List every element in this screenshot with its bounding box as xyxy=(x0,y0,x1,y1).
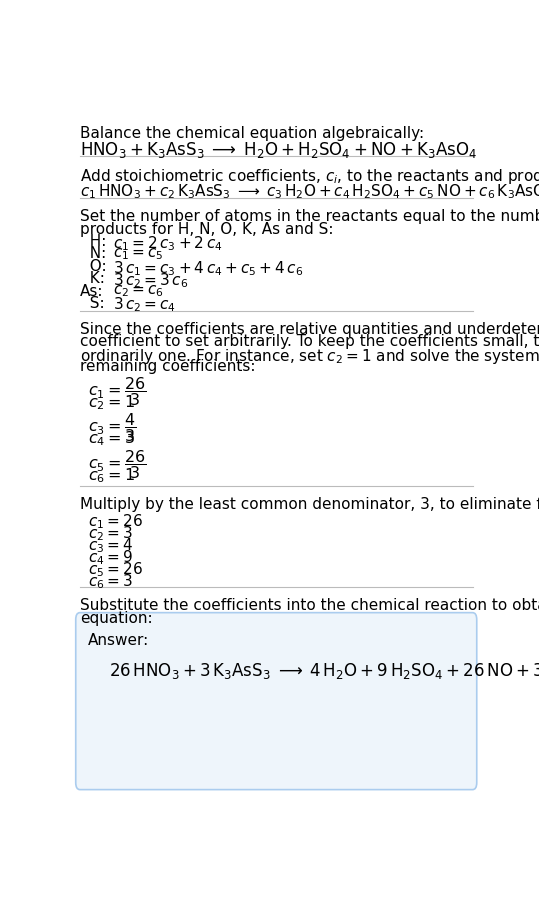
Text: $3\,c_2 = 3\,c_6$: $3\,c_2 = 3\,c_6$ xyxy=(113,271,189,290)
Text: Substitute the coefficients into the chemical reaction to obtain the balanced: Substitute the coefficients into the che… xyxy=(80,598,539,612)
Text: $c_6 = 3$: $c_6 = 3$ xyxy=(88,571,133,590)
Text: Since the coefficients are relative quantities and underdetermined, choose a: Since the coefficients are relative quan… xyxy=(80,322,539,336)
Text: S:: S: xyxy=(80,295,105,310)
Text: $c_2 = 1$: $c_2 = 1$ xyxy=(88,393,135,412)
Text: N:: N: xyxy=(80,246,106,261)
Text: As:: As: xyxy=(80,283,103,298)
Text: Answer:: Answer: xyxy=(88,632,149,647)
Text: $3\,c_1 = c_3 + 4\,c_4 + c_5 + 4\,c_6$: $3\,c_1 = c_3 + 4\,c_4 + c_5 + 4\,c_6$ xyxy=(113,259,304,278)
Text: $c_4 = 3$: $c_4 = 3$ xyxy=(88,429,135,448)
Text: Add stoichiometric coefficients, $c_i$, to the reactants and products:: Add stoichiometric coefficients, $c_i$, … xyxy=(80,167,539,186)
Text: coefficient to set arbitrarily. To keep the coefficients small, the arbitrary va: coefficient to set arbitrarily. To keep … xyxy=(80,333,539,349)
Text: $c_5 = 26$: $c_5 = 26$ xyxy=(88,559,143,578)
Text: $c_1 = \dfrac{26}{3}$: $c_1 = \dfrac{26}{3}$ xyxy=(88,374,147,407)
Text: $c_1 = 26$: $c_1 = 26$ xyxy=(88,512,143,530)
Text: $c_2 = 3$: $c_2 = 3$ xyxy=(88,524,133,543)
Text: H:: H: xyxy=(80,234,106,250)
Text: $c_4 = 9$: $c_4 = 9$ xyxy=(88,548,133,567)
Text: $c_6 = 1$: $c_6 = 1$ xyxy=(88,466,135,485)
Text: $c_2 = c_6$: $c_2 = c_6$ xyxy=(113,283,164,299)
Text: ordinarily one. For instance, set $c_2 = 1$ and solve the system of equations fo: ordinarily one. For instance, set $c_2 =… xyxy=(80,346,539,365)
Text: $c_1 = c_5$: $c_1 = c_5$ xyxy=(113,246,164,261)
Text: $3\,c_2 = c_4$: $3\,c_2 = c_4$ xyxy=(113,295,176,314)
Text: $c_5 = \dfrac{26}{3}$: $c_5 = \dfrac{26}{3}$ xyxy=(88,447,147,480)
Text: Balance the chemical equation algebraically:: Balance the chemical equation algebraica… xyxy=(80,126,424,140)
Text: O:: O: xyxy=(80,259,107,273)
Text: $c_1 = 2\,c_3 + 2\,c_4$: $c_1 = 2\,c_3 + 2\,c_4$ xyxy=(113,234,223,253)
Text: $\mathrm{HNO_3 + K_3AsS_3 \;\longrightarrow\; H_2O + H_2SO_4 + NO + K_3AsO_4}$: $\mathrm{HNO_3 + K_3AsS_3 \;\longrightar… xyxy=(80,140,477,160)
Text: $c_3 = 4$: $c_3 = 4$ xyxy=(88,536,133,555)
Text: $26\,\mathrm{HNO_3} + 3\,\mathrm{K_3AsS_3} \;\longrightarrow\; 4\,\mathrm{H_2O} : $26\,\mathrm{HNO_3} + 3\,\mathrm{K_3AsS_… xyxy=(109,660,539,680)
Text: K:: K: xyxy=(80,271,105,286)
Text: $c_3 = \dfrac{4}{3}$: $c_3 = \dfrac{4}{3}$ xyxy=(88,411,136,444)
Text: $c_1\,\mathrm{HNO_3} + c_2\,\mathrm{K_3AsS_3} \;\longrightarrow\; c_3\,\mathrm{H: $c_1\,\mathrm{HNO_3} + c_2\,\mathrm{K_3A… xyxy=(80,182,539,201)
Text: products for H, N, O, K, As and S:: products for H, N, O, K, As and S: xyxy=(80,221,334,237)
Text: remaining coefficients:: remaining coefficients: xyxy=(80,359,255,374)
Text: Multiply by the least common denominator, 3, to eliminate fractional coefficient: Multiply by the least common denominator… xyxy=(80,496,539,511)
FancyBboxPatch shape xyxy=(75,613,476,790)
Text: equation:: equation: xyxy=(80,610,153,625)
Text: Set the number of atoms in the reactants equal to the number of atoms in the: Set the number of atoms in the reactants… xyxy=(80,209,539,224)
